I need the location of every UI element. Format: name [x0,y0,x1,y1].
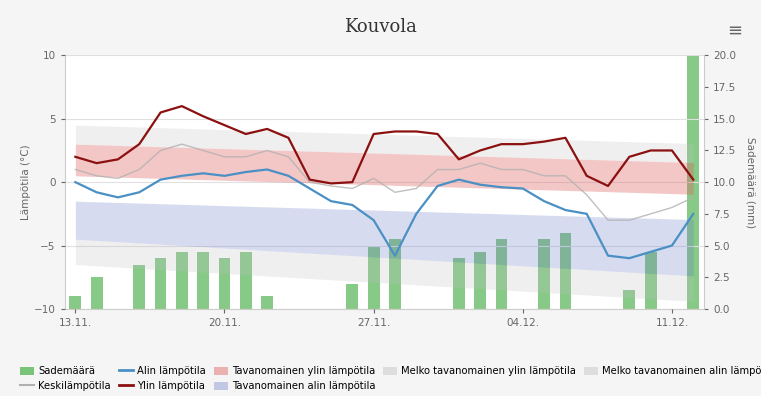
Y-axis label: Lämpötila (°C): Lämpötila (°C) [21,145,31,220]
Bar [495,239,508,309]
Bar [91,277,103,309]
Bar [154,258,167,309]
Bar [645,252,657,309]
Bar [240,252,252,309]
Bar [176,252,188,309]
Text: ≡: ≡ [727,22,742,40]
Y-axis label: Sademäärä (mm): Sademäärä (mm) [746,137,756,228]
Bar [453,258,465,309]
Legend: Sademäärä, Keskilämpötila, Alin lämpötila, Ylin lämpötila, Tavanomainen ylin läm: Sademäärä, Keskilämpötila, Alin lämpötil… [21,366,761,391]
Bar [623,290,635,309]
Bar [133,265,145,309]
Bar [346,284,358,309]
Bar [69,296,81,309]
Bar [368,246,380,309]
Bar [218,258,231,309]
Text: Kouvola: Kouvola [344,18,417,36]
Bar [687,55,699,309]
Bar [538,239,550,309]
Bar [474,252,486,309]
Bar [389,239,401,309]
Bar [197,252,209,309]
Bar [261,296,273,309]
Bar [559,233,572,309]
